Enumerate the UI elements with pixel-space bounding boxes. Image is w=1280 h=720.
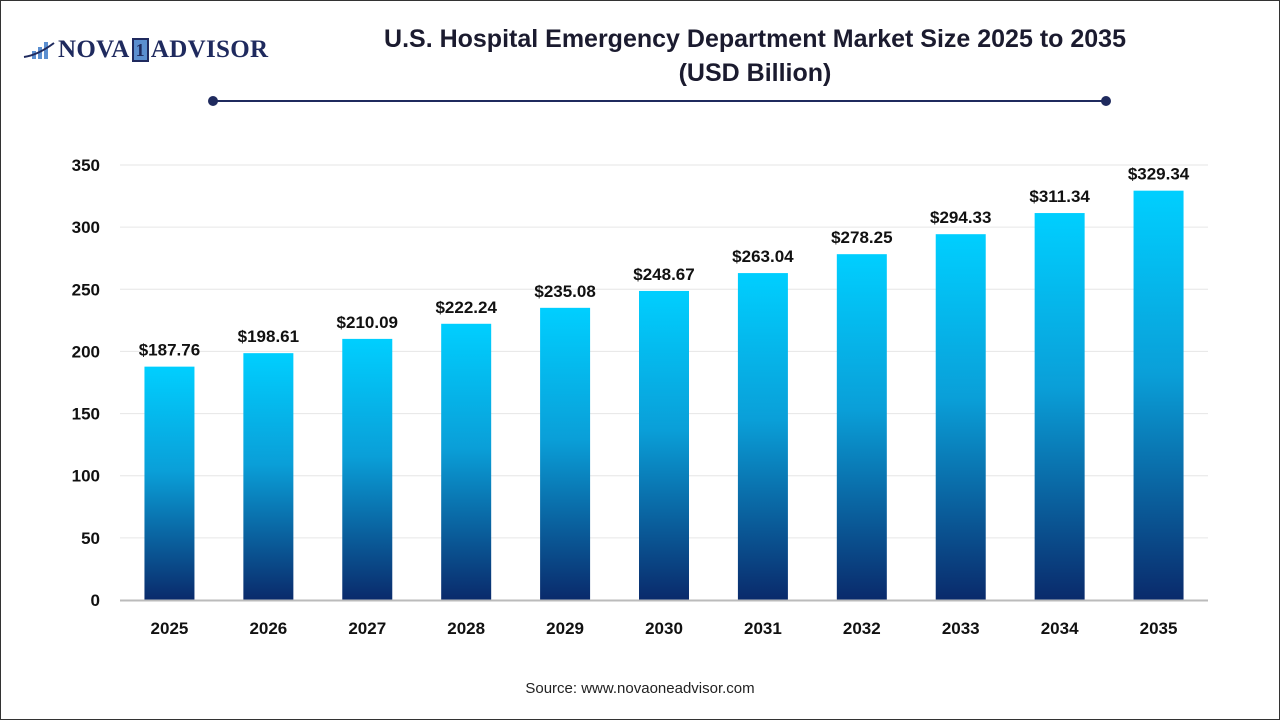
bar-2029: [540, 307, 591, 600]
bar-2025: [144, 366, 195, 600]
logo-bars-icon: [23, 42, 55, 59]
source-note: Source: www.novaoneadvisor.com: [525, 680, 755, 697]
bar-2027: [342, 338, 393, 600]
data-label: $222.24: [435, 298, 497, 317]
y-tick-label: 350: [72, 156, 100, 175]
data-label: $248.67: [633, 265, 694, 284]
bar-2035: [1133, 190, 1184, 600]
x-tick-label: 2030: [645, 619, 683, 638]
logo: NOVA 1 ADVISOR: [22, 36, 268, 64]
data-label: $294.33: [930, 208, 991, 227]
chart-title: U.S. Hospital Emergency Department Marke…: [280, 22, 1230, 90]
bar-2034: [1034, 213, 1085, 600]
x-tick-label: 2029: [546, 619, 584, 638]
title-rule-dot-left: [208, 96, 218, 106]
data-label: $235.08: [534, 282, 595, 301]
y-tick-label: 150: [72, 405, 100, 424]
x-tick-label: 2028: [447, 619, 485, 638]
bar-2031: [737, 273, 788, 600]
chart-title-line1: U.S. Hospital Emergency Department Marke…: [384, 25, 1126, 53]
bar-2030: [639, 290, 689, 600]
x-tick-label: 2034: [1041, 619, 1079, 638]
logo-text-right: ADVISOR: [150, 36, 269, 63]
bar-2033: [935, 234, 986, 600]
data-label: $187.76: [139, 341, 200, 360]
y-tick-label: 200: [72, 342, 100, 361]
x-tick-label: 2035: [1140, 619, 1178, 638]
chart-title-line2: (USD Billion): [678, 59, 832, 87]
y-tick-label: 300: [72, 218, 100, 237]
x-tick-label: 2026: [249, 619, 287, 638]
data-label: $329.34: [1128, 165, 1190, 184]
bar-2028: [441, 323, 492, 600]
bar-2026: [243, 353, 294, 600]
x-tick-label: 2025: [151, 619, 189, 638]
data-label: $278.25: [831, 228, 892, 247]
y-tick-label: 50: [81, 529, 100, 548]
data-label: $263.04: [732, 247, 794, 266]
y-tick-label: 0: [91, 591, 100, 610]
data-label: $198.61: [238, 327, 299, 346]
title-rule: [213, 100, 1106, 102]
y-tick-label: 250: [72, 280, 100, 299]
data-label: $210.09: [337, 313, 398, 332]
x-tick-label: 2031: [744, 619, 782, 638]
bar-2032: [836, 254, 887, 601]
x-tick-label: 2033: [942, 619, 980, 638]
logo-text-left: NOVA: [58, 36, 130, 63]
x-tick-label: 2032: [843, 619, 881, 638]
x-tick-label: 2027: [348, 619, 386, 638]
y-tick-label: 100: [72, 467, 100, 486]
logo-text-mid: 1: [131, 38, 149, 62]
title-rule-dot-right: [1101, 96, 1111, 106]
data-label: $311.34: [1029, 187, 1090, 206]
